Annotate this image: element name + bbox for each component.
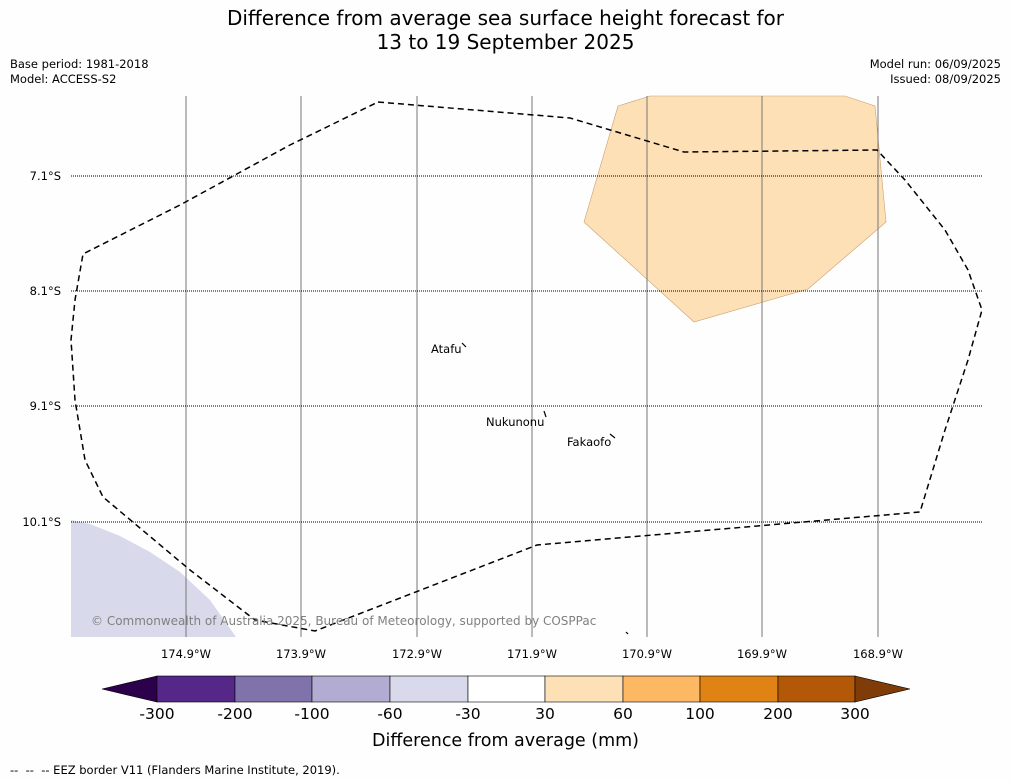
swains-island-marker	[625, 631, 629, 635]
positive-anomaly-area	[583, 95, 887, 323]
colorbar-segment-1	[156, 675, 236, 703]
lon-label-170-9w: 170.9°W	[621, 647, 673, 661]
lat-label-10-1s: 10.1°S	[22, 515, 61, 529]
island-markers	[461, 342, 629, 635]
colorbar-tick: -100	[294, 705, 330, 723]
lon-label-174-9w: 174.9°W	[160, 647, 212, 661]
colorbar-segment-2	[234, 675, 313, 703]
colorbar-tick: -60	[377, 705, 403, 723]
colorbar-segment-4	[389, 675, 469, 703]
fakaofo-island	[609, 433, 616, 439]
colorbar-segment-lt-300	[101, 675, 158, 703]
base-period: Base period: 1981-2018	[10, 57, 149, 71]
colorbar-segment-5	[467, 675, 546, 703]
colorbar-tick: 60	[613, 705, 633, 723]
eez-legend-footnote: -- -- -- EEZ border V11 (Flanders Marine…	[10, 763, 340, 777]
lat-label-8-1s: 8.1°S	[29, 284, 61, 298]
colorbar-segment-gt-300	[854, 675, 911, 703]
colorbar-segment-8	[699, 675, 779, 703]
colorbar-label: Difference from average (mm)	[371, 731, 640, 751]
colorbar-segment-9	[777, 675, 856, 703]
colorbar-tick: -30	[455, 705, 481, 723]
nukunonu-island	[543, 410, 547, 418]
lon-label-168-9w: 168.9°W	[852, 647, 904, 661]
model-name: Model: ACCESS-S2	[10, 72, 117, 86]
colorbar-tick: 30	[535, 705, 555, 723]
title-line-1: Difference from average sea surface heig…	[226, 6, 785, 30]
place-label-atafu: Atafu	[431, 342, 462, 356]
lat-label-9-1s: 9.1°S	[29, 399, 61, 413]
colorbar-tick: 200	[763, 705, 793, 723]
lon-label-171-9w: 171.9°W	[506, 647, 558, 661]
colorbar-tick: -200	[217, 705, 253, 723]
lon-label-169-9w: 169.9°W	[736, 647, 788, 661]
colorbar-segment-6	[544, 675, 624, 703]
lon-label-172-9w: 172.9°W	[391, 647, 443, 661]
meridian-lines	[185, 96, 879, 637]
atafu-island	[461, 342, 467, 348]
model-run-date: Model run: 06/09/2025	[869, 57, 1001, 71]
negative-anomaly-area	[71, 520, 236, 637]
place-label-fakaofo: Fakaofo	[567, 435, 612, 449]
issued-date: Issued: 08/09/2025	[890, 72, 1001, 86]
lon-label-173-9w: 173.9°W	[275, 647, 327, 661]
map-title: Difference from average sea surface heig…	[0, 6, 1011, 54]
colorbar-segment-7	[622, 675, 701, 703]
place-label-nukunonu: Nukunonu	[486, 415, 545, 429]
model-info: Base period: 1981-2018 Model: ACCESS-S2	[10, 57, 149, 87]
colorbar-segment-3	[311, 675, 391, 703]
copyright-notice: © Commonwealth of Australia 2025, Bureau…	[91, 614, 597, 628]
lat-label-7-1s: 7.1°S	[29, 169, 61, 183]
colorbar-tick: 300	[840, 705, 870, 723]
colorbar	[101, 675, 911, 703]
title-line-2: 13 to 19 September 2025	[376, 30, 635, 54]
eez-border	[70, 101, 983, 632]
run-info: Model run: 06/09/2025 Issued: 08/09/2025	[870, 57, 1001, 87]
colorbar-tick: 100	[685, 705, 715, 723]
colorbar-tick: -300	[139, 705, 175, 723]
